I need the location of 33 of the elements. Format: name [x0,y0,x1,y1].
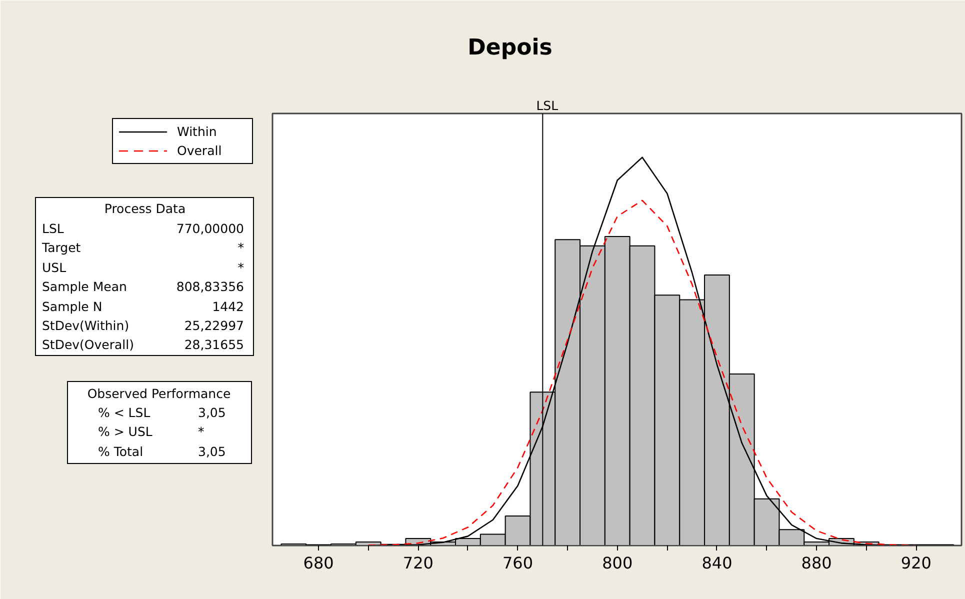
text: 3,05 [198,442,226,461]
text: StDev(Within) [42,317,130,335]
text: % < LSL [98,404,150,422]
text: % > USL [98,423,152,442]
x-tick-label: 760 [502,554,534,572]
text: Observed Performance [87,385,231,403]
text: 770,00000 [176,220,244,238]
text: * [198,423,204,442]
text: 28,31655 [184,336,244,354]
legend-label: Overall [177,142,222,160]
text: 1442 [212,298,244,316]
legend-label: Within [177,122,217,140]
x-tick-label: 720 [402,554,434,572]
x-tick-label: 800 [602,554,633,572]
x-tick-label: 680 [303,554,334,572]
x-tick-label: 880 [801,554,832,572]
text: * [238,258,244,277]
text: Sample N [42,298,102,316]
text: 25,22997 [184,317,244,335]
text: * [238,239,244,258]
text: 808,83356 [176,278,244,296]
text: % Total [98,442,144,461]
text: 3,05 [198,404,226,422]
chart-title: Depois [468,34,552,62]
text: Process Data [104,200,186,218]
text: StDev(Overall) [42,336,134,354]
text: LSL [42,220,64,238]
ref-line-label: LSL [536,97,558,115]
text: USL [42,258,66,277]
text: Target [42,239,81,258]
text: Sample Mean [42,278,127,296]
x-tick-label: 920 [900,554,932,572]
x-tick-label: 840 [702,554,732,572]
